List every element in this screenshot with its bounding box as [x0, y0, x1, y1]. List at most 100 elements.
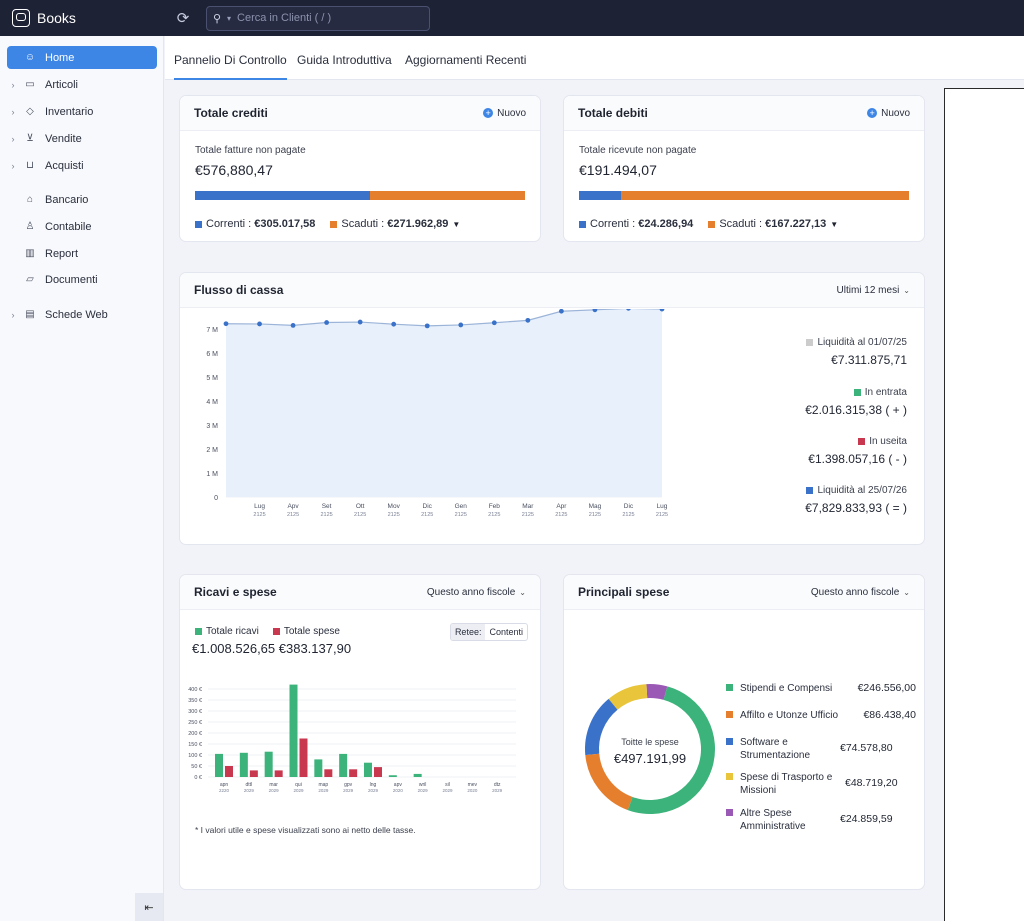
- bank-icon: ⌂: [26, 194, 34, 205]
- x-tick-label: Mag: [589, 503, 602, 510]
- sidebar-item-label: Vendite: [45, 132, 82, 145]
- data-point: [257, 321, 262, 327]
- data-point: [324, 320, 330, 325]
- chevron-right-icon[interactable]: ›: [11, 79, 15, 90]
- sidebar-item-vendite[interactable]: › ⊻ Vendite: [7, 127, 157, 150]
- caret-down-icon[interactable]: ▼: [830, 219, 839, 229]
- x-tick-label: mev: [468, 782, 478, 788]
- unpaid-invoices-label: Totale fatture non pagate: [195, 145, 306, 156]
- tab-aggiornamenti-recenti[interactable]: Aggiornamenti Recenti: [405, 53, 527, 67]
- legend-swatch: [726, 711, 733, 718]
- sidebar-item-label: Inventario: [45, 105, 94, 118]
- bar: [324, 769, 333, 777]
- expense-item[interactable]: Altre Spese Amministrative €24.859,59: [726, 807, 916, 833]
- legend-swatch: [806, 339, 814, 346]
- data-point: [357, 319, 363, 325]
- basket-icon: ⊔: [26, 160, 34, 171]
- expense-value: €86.438,40: [863, 709, 916, 721]
- collapse-sidebar-icon[interactable]: ⇤: [135, 893, 163, 921]
- current-swatch: [195, 220, 202, 228]
- refresh-icon[interactable]: ⟳: [176, 10, 190, 27]
- period-dropdown[interactable]: Ultimi 12 mesi ⌄: [837, 285, 911, 296]
- legend-swatch: [726, 809, 733, 816]
- sidebar-item-articoli[interactable]: › ▭ Articoli: [7, 73, 157, 96]
- new-payable-button[interactable]: + Nuovo: [867, 108, 910, 119]
- expense-item[interactable]: Stipendi e Compensi €246.556,00: [726, 682, 916, 695]
- caret-down-icon[interactable]: ▼: [452, 219, 461, 229]
- sidebar-item-documenti[interactable]: ▱ Documenti: [7, 268, 157, 291]
- bar: [413, 773, 422, 777]
- cart-icon: ⊻: [26, 133, 34, 144]
- search-input[interactable]: [237, 12, 429, 24]
- income-swatch: [195, 628, 202, 635]
- x-tick-label: dtz: [494, 782, 501, 788]
- search-icon[interactable]: ⚲: [213, 12, 222, 25]
- period-label: Questo anno fiscole: [426, 586, 516, 598]
- payables-card: Totale debiti + Nuovo Totale ricevute no…: [563, 95, 925, 242]
- donut-slice: [608, 684, 648, 710]
- overdue-label: Scaduti :: [719, 218, 763, 230]
- app-title: Books: [37, 10, 76, 26]
- overdue-value[interactable]: €167.227,13: [765, 218, 827, 230]
- receivables-amount: €576,880,47: [195, 162, 273, 178]
- x-tick-year: 2029: [293, 788, 304, 793]
- chevron-right-icon[interactable]: ›: [11, 160, 15, 171]
- sidebar-item-schede-web[interactable]: › ▤ Schede Web: [7, 303, 157, 326]
- x-tick-year: 2125: [388, 512, 400, 518]
- x-tick-year: 2220: [219, 788, 230, 793]
- top-bar: Books ⟳ ⚲ ▾: [0, 0, 1024, 36]
- bag-icon: ▭: [25, 79, 35, 90]
- chevron-right-icon[interactable]: ›: [11, 106, 15, 117]
- toggle-option-rete[interactable]: Retee:: [450, 624, 486, 640]
- cashflow-legend-opening: Liquidità al 01/07/25 €7.311.875,71: [806, 337, 907, 367]
- expense-item[interactable]: Spese di Trasporto e Missioni €48.719,20: [726, 771, 916, 797]
- x-tick-year: 2029: [269, 788, 280, 793]
- tab-pannello-di-controllo[interactable]: Pannelio Di Controllo: [174, 53, 287, 80]
- button-label: Nuovo: [881, 107, 910, 119]
- new-receivable-button[interactable]: + Nuovo: [483, 108, 526, 119]
- x-tick-label: Apv: [287, 503, 299, 510]
- books-logo-icon: [12, 9, 30, 27]
- legend-label: Liquidità al 01/07/25: [817, 337, 907, 348]
- bar: [364, 762, 372, 777]
- button-label: Nuovo: [497, 107, 526, 119]
- expense-item[interactable]: Software e Strumentazione €74.578,80: [726, 736, 916, 762]
- x-tick-year: 2029: [368, 788, 379, 793]
- expense-item[interactable]: Affilto e Utonze Ufficio €86.438,40: [726, 709, 916, 722]
- x-tick-year: 2029: [318, 788, 329, 793]
- income-total: €1.008.526,65: [192, 641, 276, 656]
- y-tick-label: 250 €: [188, 720, 202, 726]
- sidebar-item-acquisti[interactable]: › ⊔ Acquisti: [7, 154, 157, 177]
- current-segment: [195, 191, 370, 200]
- data-point: [458, 322, 464, 328]
- data-point: [558, 309, 564, 314]
- sidebar-item-report[interactable]: ▥ Report: [7, 242, 157, 265]
- receivables-card: Totale crediti + Nuovo Totale fatture no…: [179, 95, 541, 242]
- period-dropdown[interactable]: Questo anno fiscole ⌄: [811, 587, 910, 598]
- data-point: [223, 321, 229, 327]
- card-header: Flusso di cassa Ultimi 12 mesi ⌄: [180, 273, 924, 308]
- overdue-value[interactable]: €271.962,89: [387, 218, 449, 230]
- x-tick-label: lng: [370, 782, 377, 788]
- view-toggle[interactable]: Retee: Contenti: [449, 623, 528, 641]
- chevron-right-icon[interactable]: ›: [11, 133, 15, 144]
- sidebar-item-inventario[interactable]: › ◇ Inventario: [7, 100, 157, 123]
- card-title: Ricavi e spese: [194, 585, 277, 599]
- x-tick-year: 2029: [492, 788, 503, 793]
- x-tick-label: Ott: [356, 503, 365, 510]
- sidebar-item-home[interactable]: ☺ Home: [7, 46, 157, 69]
- search-box[interactable]: ⚲ ▾: [206, 5, 430, 31]
- cashflow-legend-closing: Liquidità al 25/07/26 €7,829.833,93 ( = …: [805, 485, 907, 515]
- sidebar-item-bancario[interactable]: ⌂ Bancario: [7, 188, 157, 211]
- bar: [289, 684, 298, 777]
- sidebar-item-label: Schede Web: [45, 308, 108, 321]
- chevron-right-icon[interactable]: ›: [11, 309, 15, 320]
- sidebar-item-contabile[interactable]: ♙ Contabile: [7, 215, 157, 238]
- period-dropdown[interactable]: Questo anno fiscole ⌄: [427, 587, 526, 598]
- toggle-option-contenti[interactable]: Contenti: [489, 627, 523, 637]
- tab-guida-introduttiva[interactable]: Guida Introduttiva: [297, 53, 392, 67]
- donut-center-label: Toitte le spese: [621, 737, 679, 747]
- sidebar-item-label: Acquisti: [45, 159, 84, 172]
- brand[interactable]: Books: [0, 9, 165, 27]
- chevron-down-icon[interactable]: ▾: [227, 13, 232, 23]
